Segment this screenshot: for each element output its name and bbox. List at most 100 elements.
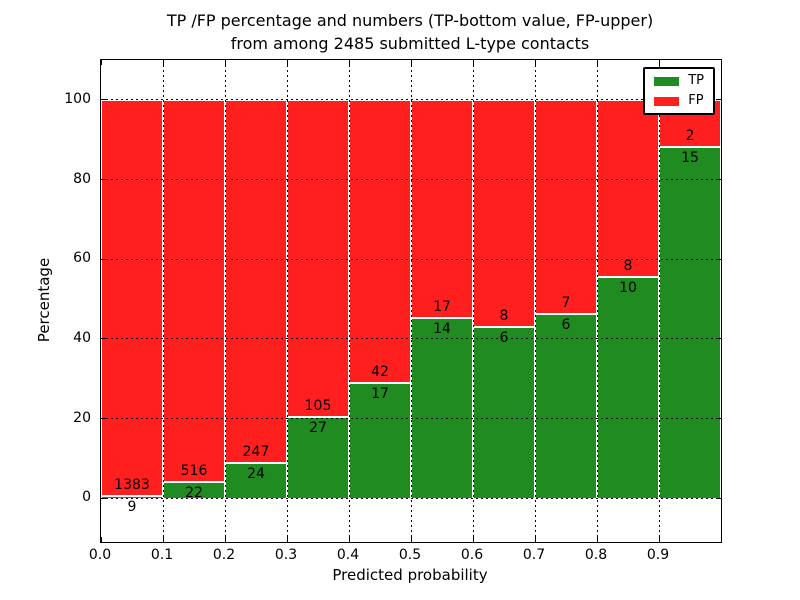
bar-segment-tp bbox=[411, 318, 473, 499]
legend-entry-fp-label: FP bbox=[688, 93, 704, 108]
vertical-gridline bbox=[224, 60, 226, 542]
plot-area: TP FP 1383 9 516 22 247 24 105 27 42 17 17 14 8 6 7 6 8 1… bbox=[100, 59, 722, 543]
x-tick-mark bbox=[410, 537, 412, 542]
bar-segment-fp bbox=[411, 99, 473, 319]
fp-count-label: 7 bbox=[561, 295, 571, 312]
legend-entry-tp-label: TP bbox=[688, 73, 704, 88]
bar-segment-tp bbox=[225, 462, 287, 499]
fp-count-label: 42 bbox=[371, 364, 389, 381]
x-tick-label: 0.0 bbox=[88, 547, 112, 563]
bar-segment-fp bbox=[597, 99, 659, 277]
tp-count-label: 9 bbox=[127, 498, 137, 515]
vertical-gridline bbox=[286, 60, 288, 542]
x-tick-mark bbox=[534, 60, 536, 65]
y-tick-mark bbox=[716, 258, 721, 260]
x-tick-mark bbox=[348, 537, 350, 542]
bar-segment-fp bbox=[535, 99, 597, 315]
chart-title: TP /FP percentage and numbers (TP-bottom… bbox=[90, 9, 730, 55]
x-tick-mark bbox=[596, 537, 598, 542]
fp-count-label: 17 bbox=[433, 299, 451, 316]
tp-count-label: 6 bbox=[499, 330, 509, 347]
vertical-gridline bbox=[534, 60, 536, 542]
y-tick-mark bbox=[101, 338, 106, 340]
fp-count-label: 2 bbox=[685, 127, 695, 144]
x-tick-mark bbox=[472, 537, 474, 542]
y-tick-mark bbox=[101, 179, 106, 180]
x-tick-mark bbox=[720, 537, 722, 542]
x-tick-mark bbox=[720, 60, 722, 65]
tp-legend-swatch bbox=[654, 76, 680, 86]
vertical-gridline bbox=[348, 60, 350, 542]
bar-segment-tp bbox=[659, 146, 721, 499]
tp-count-label: 22 bbox=[185, 484, 203, 501]
x-tick-mark bbox=[596, 60, 598, 65]
fp-legend-swatch bbox=[654, 96, 680, 106]
x-axis-label: Predicted probability bbox=[332, 566, 488, 584]
tp-count-label: 14 bbox=[433, 321, 451, 338]
tp-count-label: 27 bbox=[309, 419, 327, 436]
y-tick-mark bbox=[716, 179, 721, 180]
bar-segment-tp bbox=[287, 416, 349, 499]
bar-segment-fp bbox=[225, 99, 287, 463]
y-tick-label: 20 bbox=[73, 409, 91, 426]
legend-entry-fp: FP bbox=[654, 94, 704, 108]
x-tick-mark bbox=[410, 60, 412, 65]
x-tick-label: 0.2 bbox=[212, 547, 236, 563]
y-tick-mark bbox=[101, 99, 106, 101]
legend: TP FP bbox=[643, 67, 715, 115]
fp-count-label: 247 bbox=[242, 443, 270, 460]
tp-count-label: 24 bbox=[247, 465, 265, 482]
y-tick-mark bbox=[101, 497, 106, 499]
x-tick-mark bbox=[162, 537, 164, 542]
fp-count-label: 105 bbox=[304, 397, 332, 414]
y-tick-label: 100 bbox=[64, 90, 91, 107]
y-tick-mark bbox=[101, 258, 106, 260]
bar-segment-fp bbox=[473, 99, 535, 328]
tp-count-label: 17 bbox=[371, 386, 389, 403]
fp-count-label: 1383 bbox=[114, 476, 150, 493]
tp-count-label: 15 bbox=[681, 149, 699, 166]
x-tick-mark bbox=[224, 537, 226, 542]
tp-count-label: 10 bbox=[619, 279, 637, 296]
x-tick-label: 0.8 bbox=[584, 547, 608, 563]
x-tick-mark bbox=[658, 60, 660, 65]
chart-title-line1: TP /FP percentage and numbers (TP-bottom… bbox=[166, 11, 654, 30]
vertical-gridline bbox=[162, 60, 164, 542]
y-tick-label: 80 bbox=[73, 170, 91, 187]
y-tick-mark bbox=[716, 497, 721, 499]
x-tick-mark bbox=[100, 537, 102, 542]
y-tick-mark bbox=[101, 418, 106, 419]
vertical-gridline bbox=[410, 60, 412, 542]
y-tick-mark bbox=[716, 99, 721, 101]
bar-segment-fp bbox=[349, 99, 411, 384]
bar-segment-tp bbox=[597, 276, 659, 499]
chart-title-line2: from among 2485 submitted L-type contact… bbox=[230, 34, 590, 53]
y-tick-label: 0 bbox=[82, 489, 91, 506]
x-tick-label: 0.5 bbox=[398, 547, 422, 563]
fp-count-label: 8 bbox=[499, 308, 509, 325]
fp-count-label: 516 bbox=[180, 462, 208, 479]
x-tick-mark bbox=[286, 537, 288, 542]
bar-segment-fp bbox=[101, 99, 163, 496]
legend-entry-tp: TP bbox=[654, 74, 704, 88]
x-tick-mark bbox=[100, 60, 102, 65]
x-tick-mark bbox=[286, 60, 288, 65]
bar-segment-tp bbox=[349, 383, 411, 499]
y-tick-mark bbox=[716, 338, 721, 340]
x-tick-mark bbox=[348, 60, 350, 65]
fp-count-label: 8 bbox=[623, 257, 633, 274]
y-tick-label: 60 bbox=[73, 250, 91, 267]
x-tick-label: 0.1 bbox=[150, 547, 174, 563]
x-tick-label: 0.9 bbox=[646, 547, 670, 563]
y-tick-mark bbox=[716, 418, 721, 419]
vertical-gridline bbox=[658, 60, 660, 542]
x-tick-mark bbox=[472, 60, 474, 65]
vertical-gridline bbox=[472, 60, 474, 542]
x-tick-mark bbox=[162, 60, 164, 65]
tp-count-label: 6 bbox=[561, 317, 571, 334]
x-tick-mark bbox=[534, 537, 536, 542]
x-tick-mark bbox=[658, 537, 660, 542]
x-tick-label: 0.6 bbox=[460, 547, 484, 563]
bar-segment-fp bbox=[163, 99, 225, 482]
